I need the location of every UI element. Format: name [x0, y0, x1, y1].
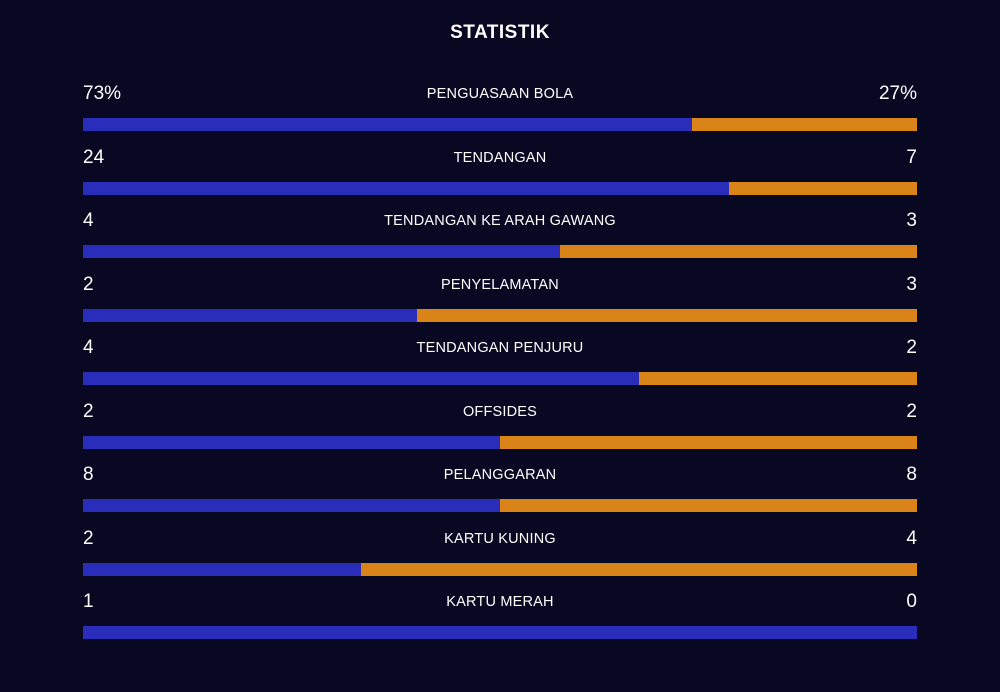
stat-label: TENDANGAN KE ARAH GAWANG: [384, 213, 616, 229]
stat-row: 2 KARTU KUNING 4: [83, 527, 917, 587]
home-value: 1: [83, 591, 94, 612]
stat-row: 24 TENDANGAN 7: [83, 146, 917, 206]
away-value: 2: [906, 400, 917, 422]
home-value: 4: [83, 337, 94, 358]
stat-label: OFFSIDES: [462, 403, 538, 420]
home-value: 2: [83, 400, 94, 422]
away-value: 8: [906, 464, 917, 485]
stat-row: 73% PENGUASAAN BOLA 27%: [83, 82, 917, 142]
away-value: 4: [906, 527, 917, 549]
comparison-bar: [83, 372, 917, 385]
comparison-bar: [83, 308, 917, 322]
stat-row: 4 TENDANGAN KE ARAH GAWANG 3: [83, 209, 917, 269]
comparison-bar: [83, 181, 917, 195]
home-bar-fill: [83, 562, 361, 576]
comparison-bar: [83, 562, 917, 576]
stat-row: 2 PENYELAMATAN 3: [83, 273, 917, 333]
home-bar-fill: [83, 372, 639, 385]
home-value: 2: [83, 273, 94, 295]
comparison-bar: [83, 435, 917, 449]
stat-label: PENGUASAAN BOLA: [426, 86, 574, 102]
home-bar-fill: [83, 308, 417, 322]
home-value: 24: [83, 146, 105, 168]
away-value: 2: [906, 337, 917, 358]
stat-row: 8 PELANGGARAN 8: [83, 463, 917, 523]
stat-label: KARTU KUNING: [444, 530, 556, 547]
away-value: 7: [906, 146, 917, 168]
stat-row: 4 TENDANGAN PENJURU 2: [83, 336, 917, 396]
stat-label: KARTU MERAH: [446, 594, 554, 610]
home-bar-fill: [83, 118, 692, 131]
stat-label: TENDANGAN: [453, 149, 547, 166]
home-bar-fill: [83, 435, 500, 449]
home-value: 4: [83, 210, 94, 231]
home-value: 8: [83, 464, 94, 485]
home-value: 73%: [83, 83, 122, 104]
away-value: 3: [906, 273, 917, 295]
home-value: 2: [83, 527, 94, 549]
home-bar-fill: [83, 499, 500, 512]
page-title: STATISTIK: [450, 22, 550, 43]
stat-row: 1 KARTU MERAH 0: [83, 590, 917, 650]
stat-label: PELANGGARAN: [443, 467, 557, 483]
comparison-bar: [83, 245, 917, 258]
away-value: 3: [906, 210, 917, 231]
home-bar-fill: [83, 245, 560, 258]
comparison-bar: [83, 118, 917, 131]
home-bar-fill: [83, 626, 917, 639]
home-bar-fill: [83, 181, 729, 195]
stat-label: TENDANGAN PENJURU: [416, 340, 584, 356]
stat-label: PENYELAMATAN: [441, 276, 559, 293]
stat-row: 2 OFFSIDES 2: [83, 400, 917, 460]
comparison-bar: [83, 499, 917, 512]
away-value: 27%: [878, 83, 917, 104]
comparison-bar: [83, 626, 917, 639]
away-value: 0: [906, 591, 917, 612]
